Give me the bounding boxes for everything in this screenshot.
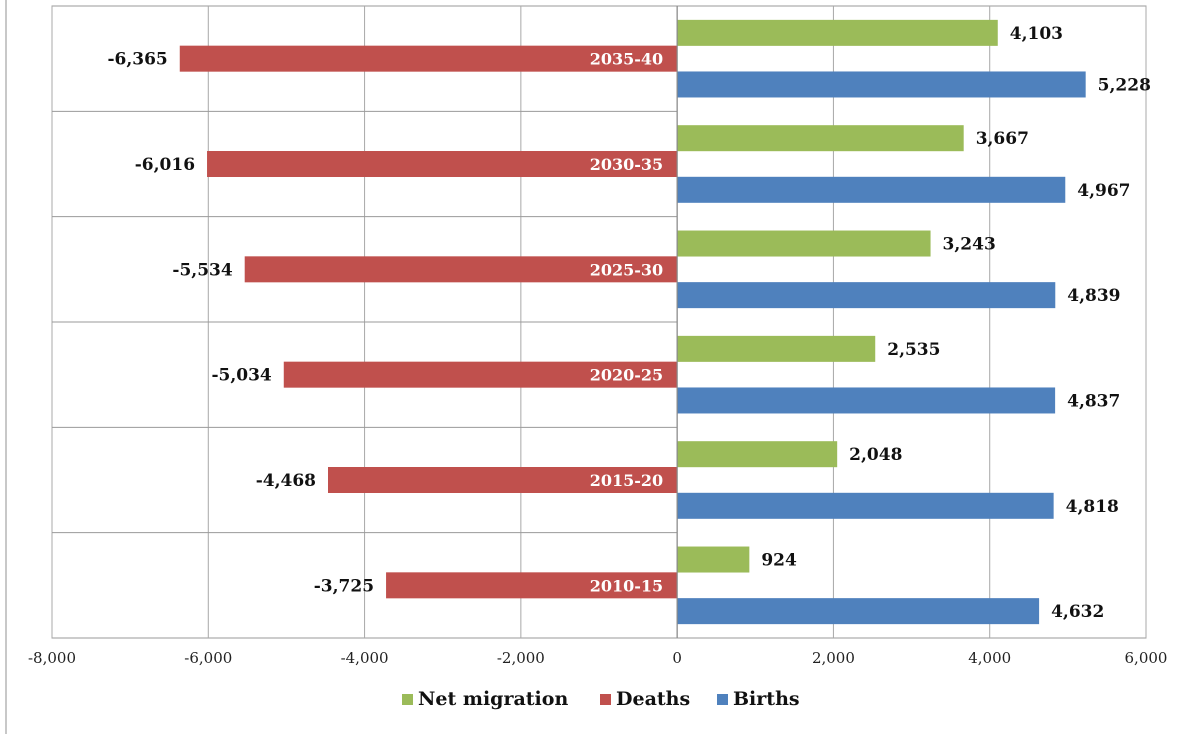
bar-births [677,492,1054,519]
data-label: 924 [761,551,797,571]
category-label: 2030-35 [590,155,663,174]
x-tick-label: -6,000 [184,649,232,667]
bar-net-migration [677,335,876,362]
x-tick-label: -4,000 [341,649,389,667]
bar-net-migration [677,546,750,573]
bar-deaths [244,256,678,283]
data-label: 3,243 [943,235,996,255]
category-label: 2025-30 [590,260,663,279]
bar-deaths [328,467,678,493]
legend-label: Net migration [418,688,568,710]
x-tick-label: 0 [672,649,682,667]
bar-births [677,282,1056,309]
bar-net-migration [677,230,931,257]
data-label: -4,468 [256,471,316,491]
bar-births [677,598,1040,625]
bar-deaths [207,151,678,177]
data-label: -6,365 [107,50,167,70]
x-tick-label: -2,000 [497,649,545,667]
bar-deaths [179,45,678,72]
data-label: -5,534 [172,260,232,280]
data-label: -5,034 [211,366,271,386]
legend-label: Births [733,688,800,710]
x-tick-label: 4,000 [968,649,1011,667]
category-label: 2015-20 [590,471,663,490]
data-label: 4,837 [1067,391,1120,411]
data-label: -6,016 [135,155,195,175]
legend-label: Deaths [616,688,690,710]
bar-deaths [386,572,678,599]
data-label: 4,967 [1077,181,1130,201]
category-label: 2010-15 [590,576,663,595]
bar-births [677,387,1056,414]
data-label: 3,667 [976,129,1029,149]
data-label: -3,725 [314,576,374,596]
legend-swatch [402,694,413,705]
legend-swatch [600,694,611,705]
bar-births [677,176,1066,203]
data-label: 2,048 [849,445,902,465]
data-label: 4,103 [1010,24,1063,44]
data-label: 4,818 [1066,497,1119,517]
x-tick-label: 6,000 [1125,649,1168,667]
data-label: 5,228 [1098,75,1151,95]
legend-swatch [717,694,728,705]
bar-net-migration [677,441,838,468]
data-label: 2,535 [887,340,940,360]
bar-births [677,71,1086,98]
x-tick-label: -8,000 [28,649,76,667]
bar-net-migration [677,125,964,152]
data-label: 4,839 [1067,286,1120,306]
bar-deaths [283,361,678,388]
x-tick-label: 2,000 [812,649,855,667]
category-label: 2020-25 [590,366,663,385]
data-label: 4,632 [1051,602,1104,622]
category-label: 2035-40 [590,50,663,69]
bar-net-migration [677,19,998,46]
